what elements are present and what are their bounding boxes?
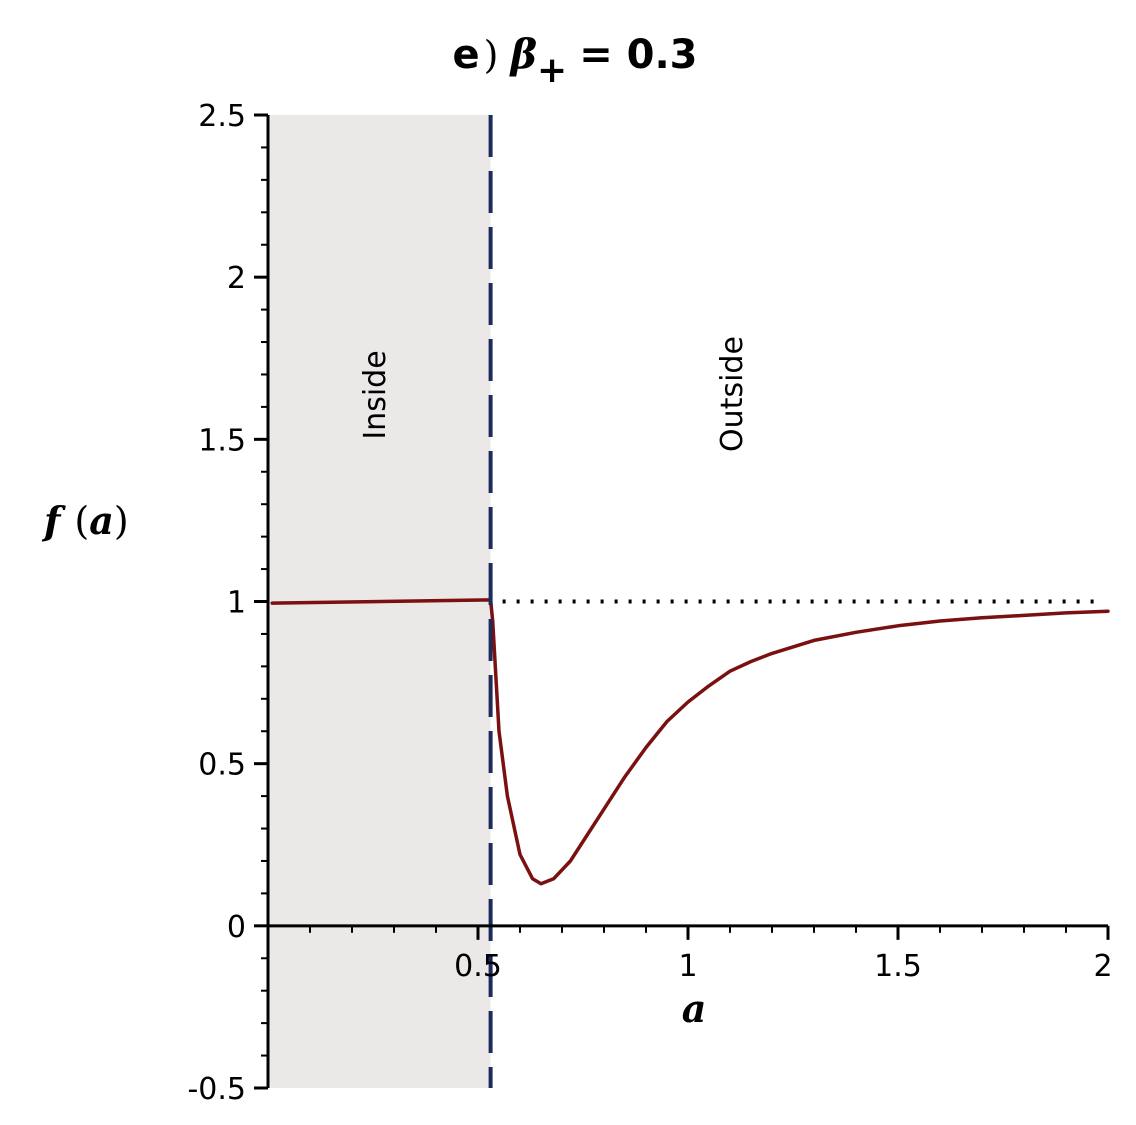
y-axis-label-open-paren: ( [74, 499, 89, 543]
title-paren: ) [484, 33, 499, 77]
y-tick-label: 1.5 [198, 423, 246, 458]
y-axis-label-func: f [41, 498, 66, 543]
y-axis-label: f (a) [41, 498, 129, 543]
series-group [270, 598, 1110, 886]
y-tick-label: 0 [227, 910, 246, 945]
x-tick-label: 0.5 [454, 949, 502, 984]
y-tick-label: -0.5 [187, 1072, 246, 1107]
region-label-outside: Outside [715, 336, 750, 452]
title-symbol: β [508, 31, 537, 78]
ticks: -0.5 0 0.5 1 1.5 2 2.5 0.5 1 1.5 2 [187, 99, 1112, 1107]
y-axis-label-arg: a [89, 498, 114, 543]
x-axis-label: a [682, 986, 707, 1031]
region-label-inside: Inside [358, 350, 393, 439]
y-tick-label: 1 [227, 586, 246, 621]
title-value: = 0.3 [579, 32, 697, 78]
x-tick-label: 2 [1093, 949, 1112, 984]
title-panel-label: e [452, 32, 479, 78]
title-subscript: + [537, 50, 567, 91]
y-tick-label: 2 [227, 261, 246, 296]
region-labels: Inside Outside [358, 336, 750, 452]
chart-title: e) β+ = 0.3 [452, 31, 697, 91]
series-line-0 [270, 598, 1110, 886]
y-tick-label: 0.5 [198, 748, 246, 783]
y-tick-label: 2.5 [198, 99, 246, 134]
y-axis-label-close-paren: ) [114, 499, 129, 543]
x-tick-label: 1 [678, 949, 697, 984]
x-tick-label: 1.5 [874, 949, 922, 984]
